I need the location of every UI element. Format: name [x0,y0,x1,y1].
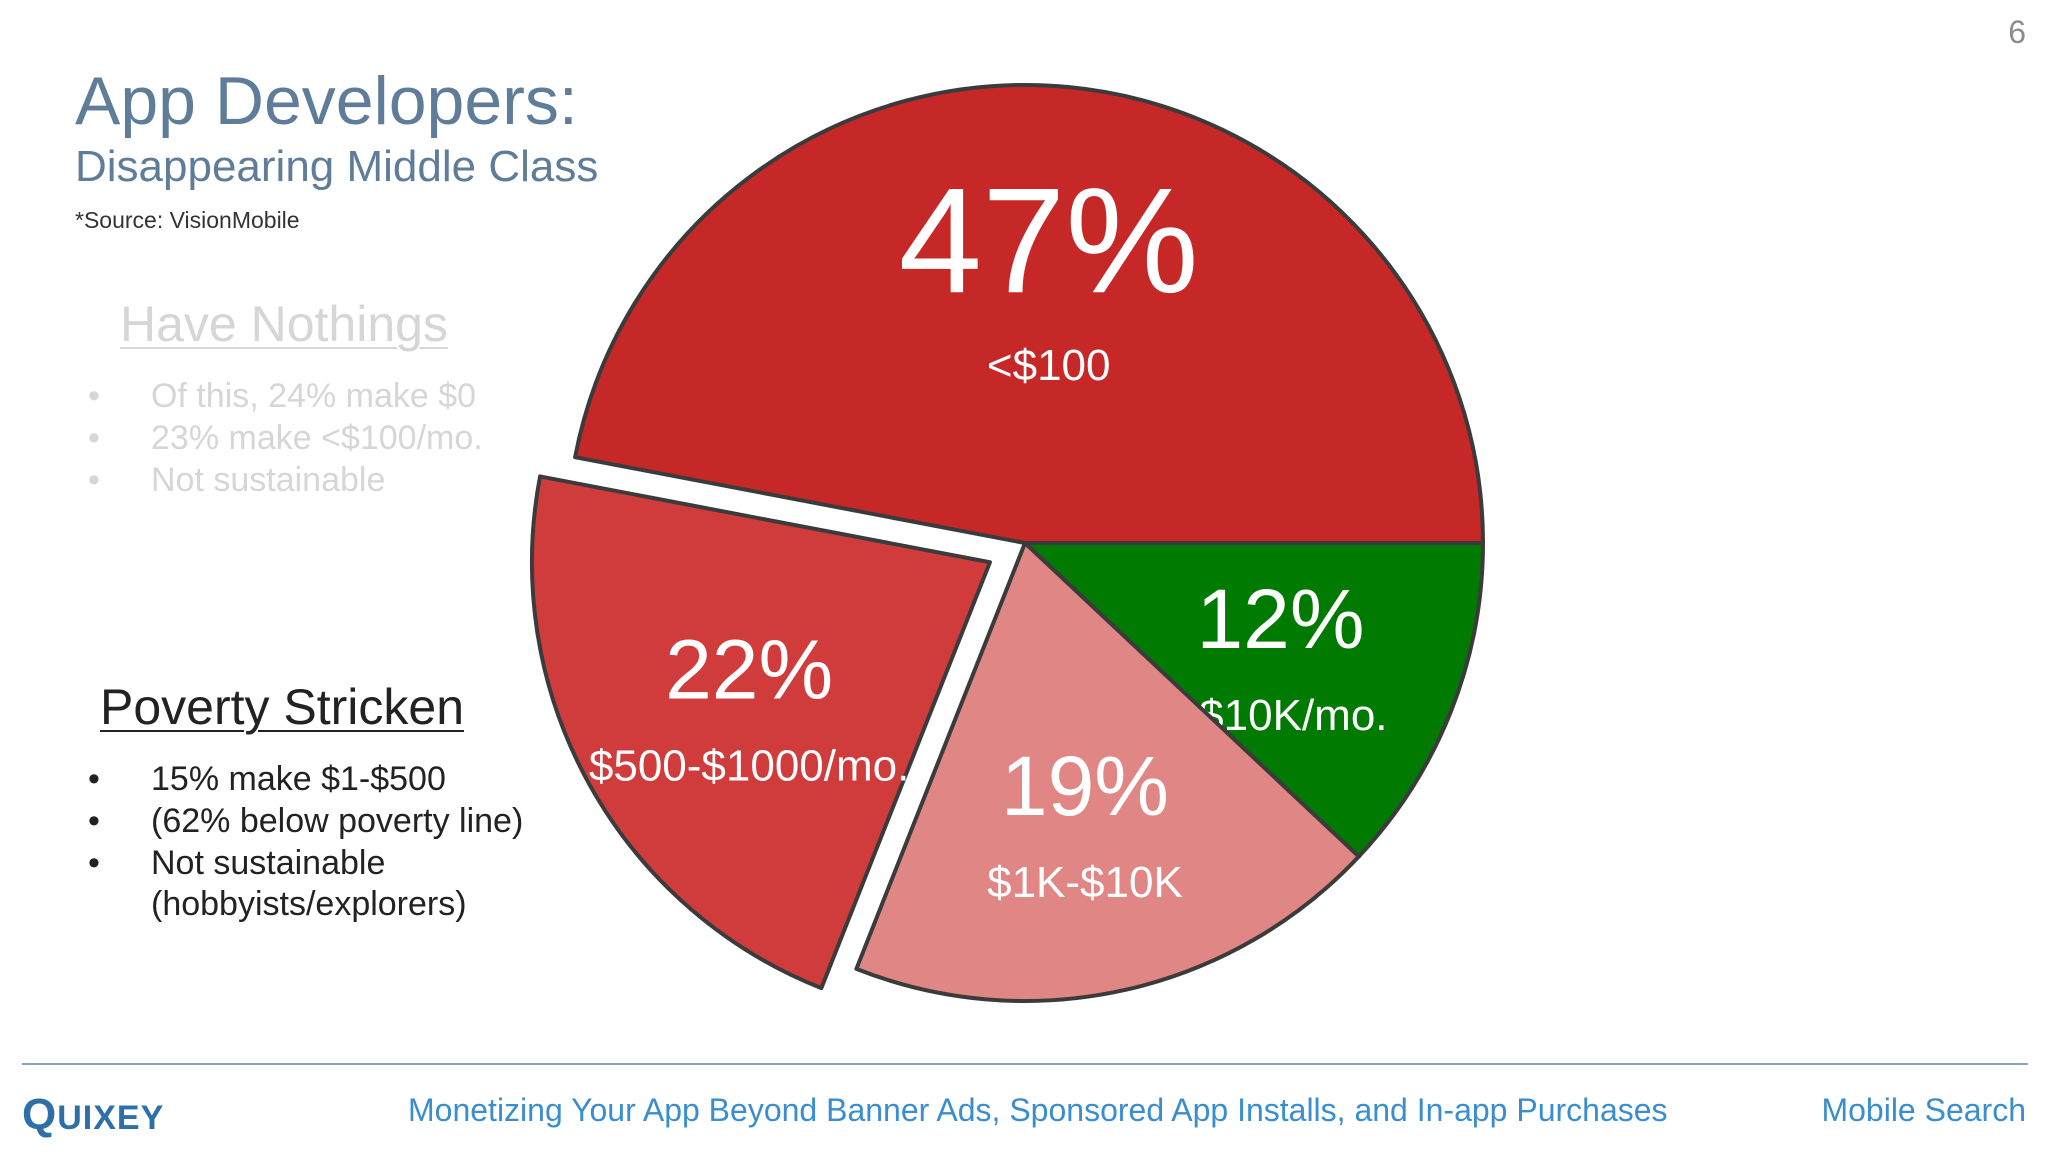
bullet-icon: • [88,760,100,798]
bullet-icon: • [88,419,100,457]
footer-divider [22,1063,2028,1065]
slice-percent-label-2: 19% [1001,739,1169,833]
poverty-bullet-2: (62% below poverty line) [151,802,524,840]
slide-title: App Developers: [75,63,578,139]
slice-percent-label-1: 12% [1196,572,1364,666]
bullet-icon: • [88,844,100,882]
slice-category-label-2: $1K-$10K [987,858,1183,907]
have-nothings-bullet-3: Not sustainable [151,461,386,499]
poverty-stricken-heading: Poverty Stricken [100,679,465,735]
poverty-bullet-3-continued: (hobbyists/explorers) [151,885,467,923]
poverty-bullet-1: 15% make $1-$500 [151,760,446,798]
slide-subtitle: Disappearing Middle Class [75,142,599,191]
bullet-icon: • [88,461,100,499]
footer-section-label: Mobile Search [1821,1092,2026,1128]
pie-slice-2 [854,541,1361,1003]
slice-percent-label-3: 22% [665,623,833,717]
pie-slice-3 [529,474,992,991]
slice-percent-label-4: 47% [899,156,1199,324]
bullet-icon: • [88,377,100,415]
footer-tagline: Monetizing Your App Beyond Banner Ads, S… [408,1092,1668,1128]
pie-slice-1 [1023,541,1485,859]
page-number: 6 [2008,14,2026,50]
pie-slice-4 [573,83,1485,545]
have-nothings-bullet-1: Of this, 24% make $0 [151,377,477,415]
have-nothings-bullet-2: 23% make <$100/mo. [151,419,483,457]
slice-category-label-3: $500-$1000/mo. [589,742,909,791]
logo-rest: UIXEY [57,1099,165,1137]
slice-category-label-4: <$100 [987,341,1111,390]
source-note: *Source: VisionMobile [75,207,300,233]
poverty-bullet-3: Not sustainable [151,844,386,882]
have-nothings-heading: Have Nothings [120,296,448,352]
quixey-logo: QUIXEY [22,1090,164,1140]
bullet-icon: • [88,802,100,840]
logo-initial: Q [22,1090,58,1139]
